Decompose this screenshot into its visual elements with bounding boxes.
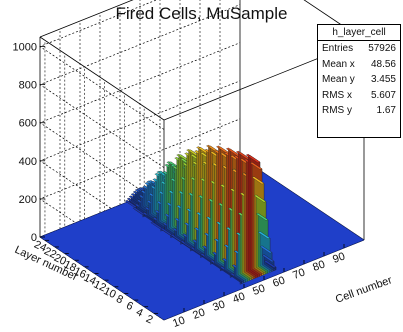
- lego-bar: [263, 260, 277, 271]
- x-tick-label: 80: [311, 258, 327, 273]
- bar-top-face: [249, 162, 263, 170]
- stats-title: h_layer_cell: [318, 25, 400, 41]
- bar-top-face: [261, 254, 275, 263]
- bar-top-face: [263, 260, 277, 268]
- stats-value: 57926: [368, 43, 396, 54]
- stats-value: 3.455: [370, 74, 396, 85]
- stats-label: RMS y: [322, 105, 352, 116]
- x-tick-label: 90: [331, 250, 347, 265]
- frame-edge: [39, 0, 134, 38]
- y-tick-label: 6: [124, 300, 135, 313]
- stats-box: h_layer_cell Entries 57926 Mean x 48.56 …: [317, 24, 401, 138]
- y-tick-label: 4: [134, 306, 145, 319]
- y-tick-label: 22: [42, 245, 58, 261]
- stats-value: 48.56: [370, 58, 396, 70]
- bar-top-face: [247, 155, 261, 163]
- stats-row-mean-x: Mean x 48.56: [318, 57, 400, 73]
- x-tick-label: 40: [231, 290, 247, 305]
- x-tick-label: 60: [271, 274, 287, 289]
- tick-labels: 0200400600800100010203040506070809024681…: [13, 42, 347, 330]
- x-tick-label: 50: [251, 282, 267, 297]
- y-tick-label: 20: [52, 252, 68, 268]
- bar-top-face: [255, 212, 269, 221]
- z-tick-label: 600: [19, 118, 37, 130]
- stats-row-mean-y: Mean y 3.455: [318, 72, 400, 88]
- stats-value: 5.607: [370, 89, 396, 101]
- bar-top-face: [251, 176, 265, 185]
- x-tick-label: 10: [171, 314, 187, 329]
- x-tick-label: 20: [191, 306, 207, 321]
- z-tick-label: 0: [31, 232, 37, 244]
- stats-row-rms-x: RMS x 5.607: [318, 88, 400, 104]
- z-tick-label: 1000: [13, 42, 37, 54]
- stats-value: 1.67: [376, 105, 396, 116]
- x-tick-label: 30: [211, 298, 227, 313]
- y-tick-label: 8: [114, 293, 125, 306]
- stats-label: Mean x: [322, 58, 355, 70]
- bar-top-face: [257, 231, 271, 239]
- bar-top-face: [253, 194, 267, 203]
- bars-group: [124, 144, 277, 285]
- bar-top-face: [132, 207, 146, 215]
- z-tick-label: 800: [19, 80, 37, 92]
- stats-row-rms-y: RMS y 1.67: [318, 103, 400, 119]
- z-tick-label: 200: [19, 194, 37, 206]
- y-tick-label: 10: [102, 285, 118, 301]
- y-tick-label: 16: [72, 265, 88, 281]
- y-tick-label: 24: [32, 239, 48, 255]
- frame-edge: [39, 36, 165, 121]
- z-tick-label: 400: [19, 156, 37, 168]
- y-tick-label: 12: [92, 278, 108, 294]
- stats-label: Entries: [322, 43, 354, 54]
- stats-row-entries: Entries 57926: [318, 41, 400, 57]
- chart-title: Fired Cells, MuSample: [115, 4, 288, 23]
- y-tick-label: 14: [82, 272, 98, 288]
- y-tick-label: 2: [144, 313, 155, 326]
- bar-top-face: [259, 245, 273, 254]
- x-axis-label: Cell number: [334, 274, 394, 306]
- stats-label: Mean y: [322, 74, 355, 85]
- y-tick-label: 18: [62, 258, 78, 274]
- x-tick-label: 70: [291, 266, 307, 281]
- bar-top-face: [124, 200, 138, 208]
- stats-label: RMS x: [322, 89, 352, 101]
